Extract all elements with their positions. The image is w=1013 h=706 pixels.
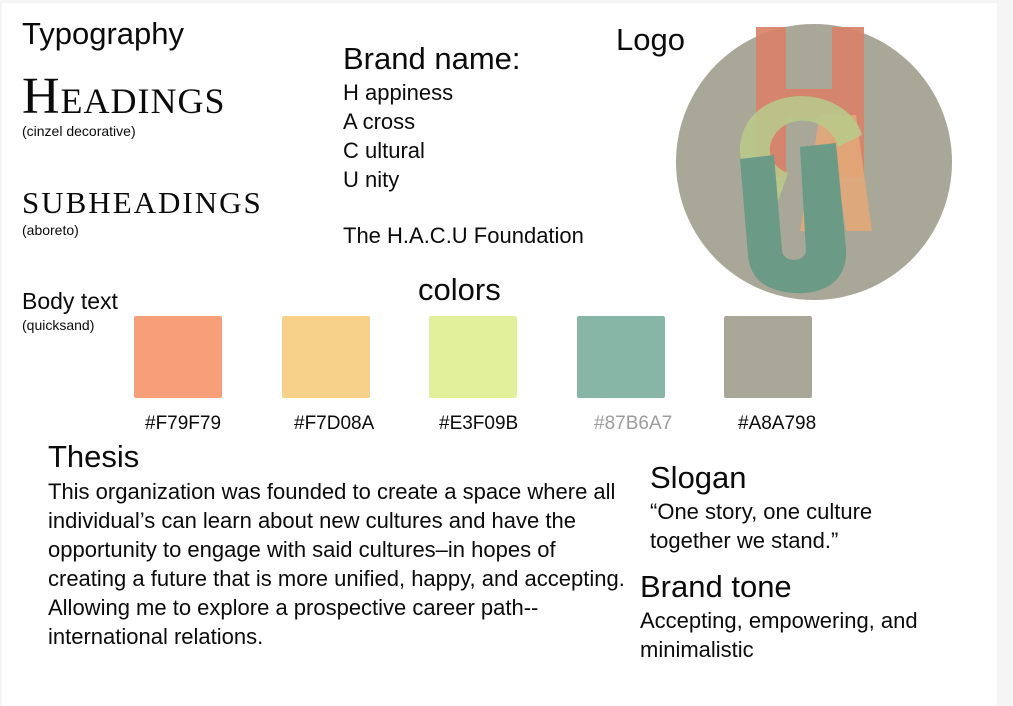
thesis-body: This organization was founded to create … [48, 479, 625, 649]
slogan-title: Slogan [650, 460, 747, 495]
body-text-sample: Body text [22, 288, 118, 314]
color-hex-1: #F79F79 [145, 413, 222, 434]
logo-title: Logo [616, 22, 685, 57]
brand-tone-body: Accepting, empowering, and minimalistic [640, 608, 918, 662]
headings-sample: Headings [22, 68, 226, 125]
headings-font-label: (cinzel decorative) [22, 123, 136, 139]
slogan-body: “One story, one culture together we stan… [650, 499, 873, 553]
acronym-line-u: U nity [343, 167, 400, 192]
logo-letter-u [740, 143, 847, 294]
color-swatch-5 [724, 316, 812, 398]
color-hex-5: #A8A798 [738, 413, 817, 434]
brand-name-title: Brand name: [343, 41, 521, 76]
thesis-title: Thesis [48, 439, 140, 474]
typography-title: Typography [22, 16, 184, 51]
acronym-line-c: C ultural [343, 138, 425, 163]
foundation-name: The H.A.C.U Foundation [343, 223, 584, 248]
color-swatch-1 [134, 316, 222, 398]
color-swatch-3 [429, 316, 517, 398]
hacu-logo [676, 24, 952, 300]
body-font-label: (quicksand) [22, 317, 95, 333]
color-hex-3: #E3F09B [439, 413, 519, 434]
subheadings-font-label: (aboreto) [22, 222, 79, 238]
color-hex-4: #87B6A7 [594, 413, 673, 434]
subheadings-sample: SUBHEADINGS [22, 185, 263, 220]
color-swatch-4 [577, 316, 665, 398]
color-hex-2: #F7D08A [294, 413, 375, 434]
colors-title: colors [418, 272, 501, 307]
acronym-line-a: A cross [343, 109, 416, 134]
brand-tone-title: Brand tone [640, 569, 792, 604]
acronym-line-h: H appiness [343, 80, 454, 105]
color-swatch-2 [282, 316, 370, 398]
brand-board: Typography Headings (cinzel decorative) … [2, 3, 997, 706]
brand-acronym-list: H appiness A cross C ultural U nity [343, 78, 453, 194]
